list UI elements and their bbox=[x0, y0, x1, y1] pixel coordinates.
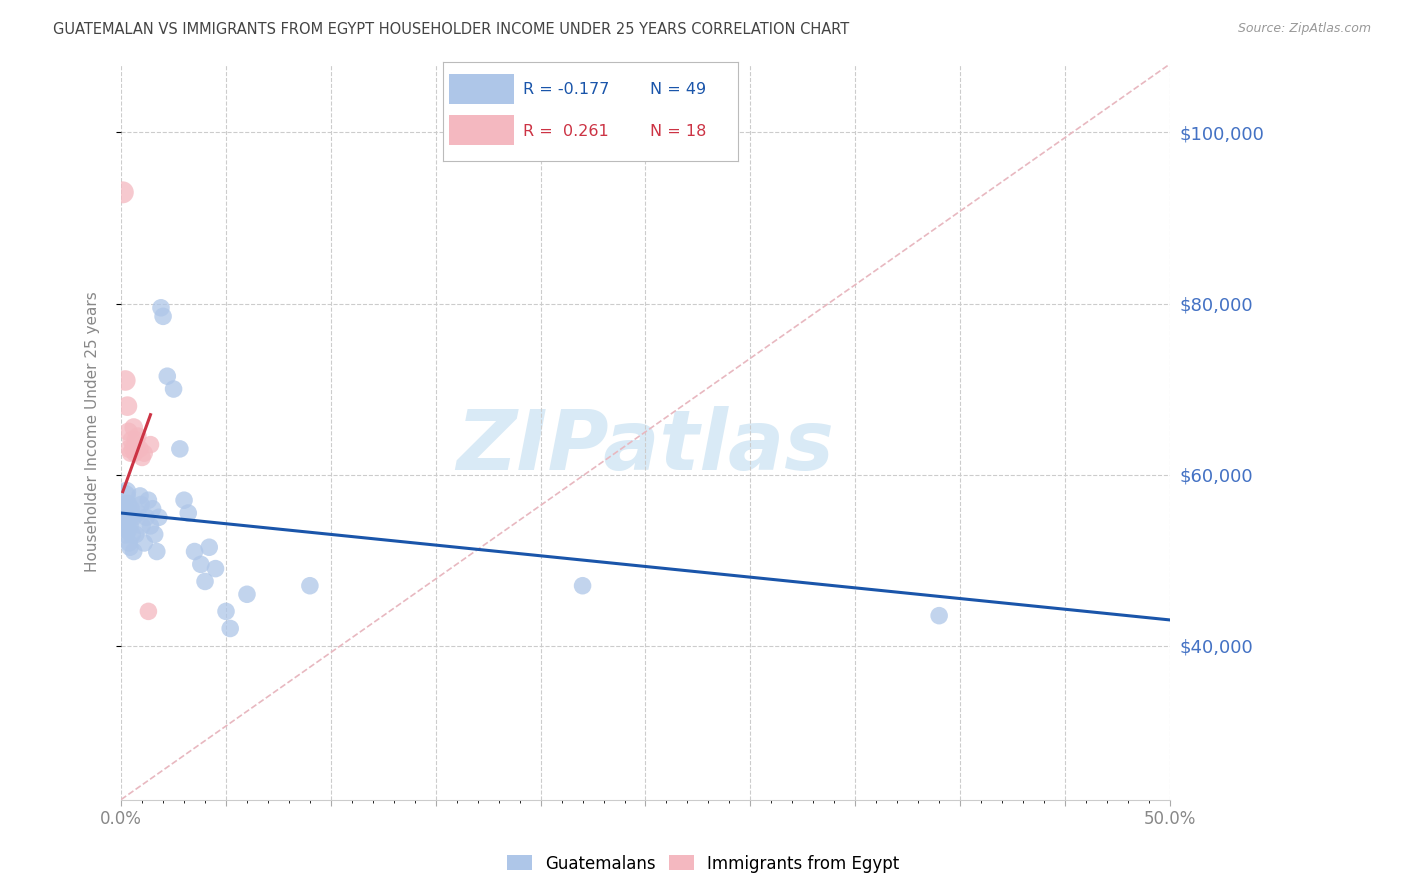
Point bbox=[120, 501, 142, 516]
Point bbox=[121, 434, 143, 448]
Point bbox=[121, 510, 143, 524]
Point bbox=[129, 442, 152, 456]
Point bbox=[204, 561, 226, 575]
Bar bbox=[449, 115, 513, 145]
Point bbox=[138, 604, 160, 618]
Text: N = 18: N = 18 bbox=[650, 124, 706, 138]
Point bbox=[117, 425, 139, 439]
Point bbox=[131, 519, 153, 533]
Point bbox=[114, 489, 136, 503]
Point bbox=[118, 519, 141, 533]
Point bbox=[112, 519, 135, 533]
Bar bbox=[449, 74, 513, 103]
Point bbox=[135, 510, 157, 524]
Point bbox=[156, 369, 179, 384]
Point bbox=[111, 186, 134, 200]
Point bbox=[198, 541, 221, 555]
Point bbox=[122, 420, 145, 434]
Point bbox=[219, 622, 242, 636]
Text: Source: ZipAtlas.com: Source: ZipAtlas.com bbox=[1237, 22, 1371, 36]
Point bbox=[129, 489, 152, 503]
Point bbox=[115, 515, 138, 529]
Point bbox=[125, 527, 148, 541]
Point bbox=[152, 310, 174, 324]
Point bbox=[149, 301, 172, 315]
Point bbox=[114, 527, 136, 541]
Point bbox=[134, 536, 156, 550]
Point bbox=[118, 536, 141, 550]
Point bbox=[127, 506, 149, 520]
Point bbox=[131, 450, 153, 465]
Point bbox=[122, 544, 145, 558]
Point bbox=[139, 519, 162, 533]
Point bbox=[236, 587, 259, 601]
Point bbox=[117, 523, 139, 537]
Point bbox=[114, 510, 136, 524]
Text: GUATEMALAN VS IMMIGRANTS FROM EGYPT HOUSEHOLDER INCOME UNDER 25 YEARS CORRELATIO: GUATEMALAN VS IMMIGRANTS FROM EGYPT HOUS… bbox=[53, 22, 849, 37]
Point bbox=[183, 544, 205, 558]
Y-axis label: Householder Income Under 25 years: Householder Income Under 25 years bbox=[86, 292, 100, 572]
Point bbox=[125, 442, 148, 456]
Point bbox=[928, 608, 950, 623]
Point bbox=[114, 374, 136, 388]
Point bbox=[117, 498, 139, 512]
Point bbox=[118, 442, 141, 456]
Legend: Guatemalans, Immigrants from Egypt: Guatemalans, Immigrants from Egypt bbox=[501, 848, 905, 880]
Point bbox=[111, 506, 134, 520]
Point bbox=[173, 493, 195, 508]
Point bbox=[118, 541, 141, 555]
Point bbox=[571, 579, 593, 593]
Point bbox=[138, 493, 160, 508]
Point bbox=[148, 510, 170, 524]
Point bbox=[162, 382, 184, 396]
Point bbox=[117, 510, 139, 524]
Point bbox=[134, 446, 156, 460]
Point bbox=[190, 558, 212, 572]
Point bbox=[117, 399, 139, 413]
Point bbox=[127, 429, 149, 443]
Point bbox=[125, 434, 148, 448]
Text: R =  0.261: R = 0.261 bbox=[523, 124, 609, 138]
Point bbox=[142, 501, 165, 516]
Point bbox=[215, 604, 238, 618]
Text: R = -0.177: R = -0.177 bbox=[523, 82, 609, 97]
Text: N = 49: N = 49 bbox=[650, 82, 706, 97]
Point bbox=[112, 501, 135, 516]
Point bbox=[139, 437, 162, 451]
Point bbox=[143, 527, 166, 541]
Point bbox=[120, 446, 142, 460]
Point bbox=[129, 498, 152, 512]
Point bbox=[115, 484, 138, 499]
Point bbox=[146, 544, 169, 558]
Text: ZIPatlas: ZIPatlas bbox=[457, 406, 834, 487]
Point bbox=[177, 506, 200, 520]
Point bbox=[169, 442, 191, 456]
Point bbox=[121, 527, 143, 541]
Point bbox=[194, 574, 217, 589]
Point bbox=[124, 446, 146, 460]
Point bbox=[298, 579, 321, 593]
Point bbox=[121, 442, 143, 456]
